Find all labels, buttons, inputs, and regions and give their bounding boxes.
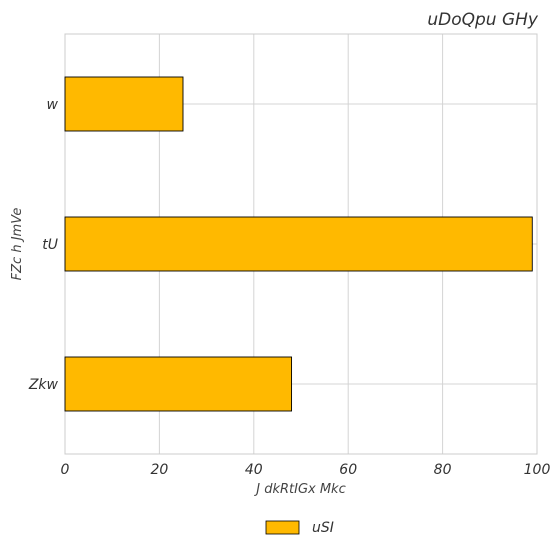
x-tick-label: 0 (61, 462, 70, 478)
category-labels: w tU Zkw (28, 97, 59, 393)
bar-Zkw (64, 356, 293, 412)
legend-swatch (265, 520, 300, 535)
x-tick-labels: 0 20 40 60 80 100 (61, 462, 551, 478)
category-label: tU (42, 237, 58, 253)
legend: uSI (265, 520, 334, 536)
x-tick-label: 100 (524, 462, 551, 478)
bar-w (64, 76, 184, 132)
bar-tU (64, 216, 533, 272)
bars (64, 76, 533, 412)
x-tick-label: 60 (339, 462, 357, 478)
x-tick-label: 80 (434, 462, 452, 478)
chart-title: uDoQpu GHy (427, 10, 539, 30)
x-tick-label: 20 (150, 462, 168, 478)
legend-label: uSI (312, 520, 334, 536)
y-axis-label: FZc h JmVe (10, 208, 25, 281)
category-label: Zkw (28, 377, 59, 393)
x-tick-label: 40 (245, 462, 263, 478)
x-axis-label: J dkRtIGx Mkc (253, 482, 346, 497)
category-label: w (47, 97, 59, 113)
